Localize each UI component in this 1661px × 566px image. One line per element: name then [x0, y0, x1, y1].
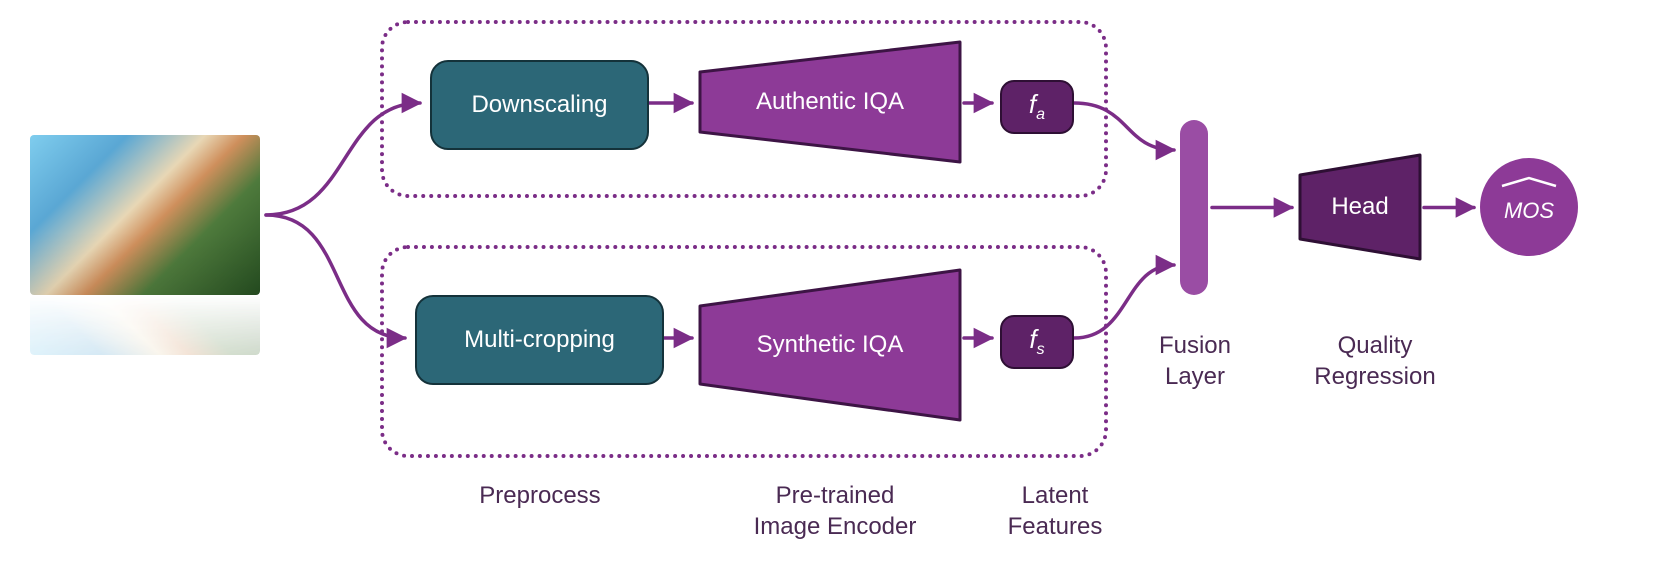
- multicropping-label: Multi-cropping: [464, 326, 615, 354]
- label-preprocess: Preprocess: [430, 480, 650, 511]
- label-fusion: FusionLayer: [1130, 330, 1260, 392]
- input-image: [30, 135, 260, 295]
- label-encoder: Pre-trainedImage Encoder: [700, 480, 970, 542]
- label-latent: LatentFeatures: [975, 480, 1135, 542]
- hat-icon: [1500, 176, 1558, 188]
- multicropping-box: Multi-cropping: [415, 295, 664, 385]
- latent-feature-s: fs: [1000, 315, 1074, 369]
- head-label: Head: [1300, 155, 1420, 259]
- label-quality: QualityRegression: [1290, 330, 1460, 392]
- fa-symbol: fa: [1029, 89, 1045, 124]
- downscaling-label: Downscaling: [471, 91, 607, 119]
- latent-feature-a: fa: [1000, 80, 1074, 134]
- fs-symbol: fs: [1029, 324, 1044, 359]
- mos-text: MOS: [1504, 198, 1554, 224]
- mos-output: MOS: [1480, 158, 1578, 256]
- fusion-layer-bar: [1180, 120, 1208, 295]
- downscaling-box: Downscaling: [430, 60, 649, 150]
